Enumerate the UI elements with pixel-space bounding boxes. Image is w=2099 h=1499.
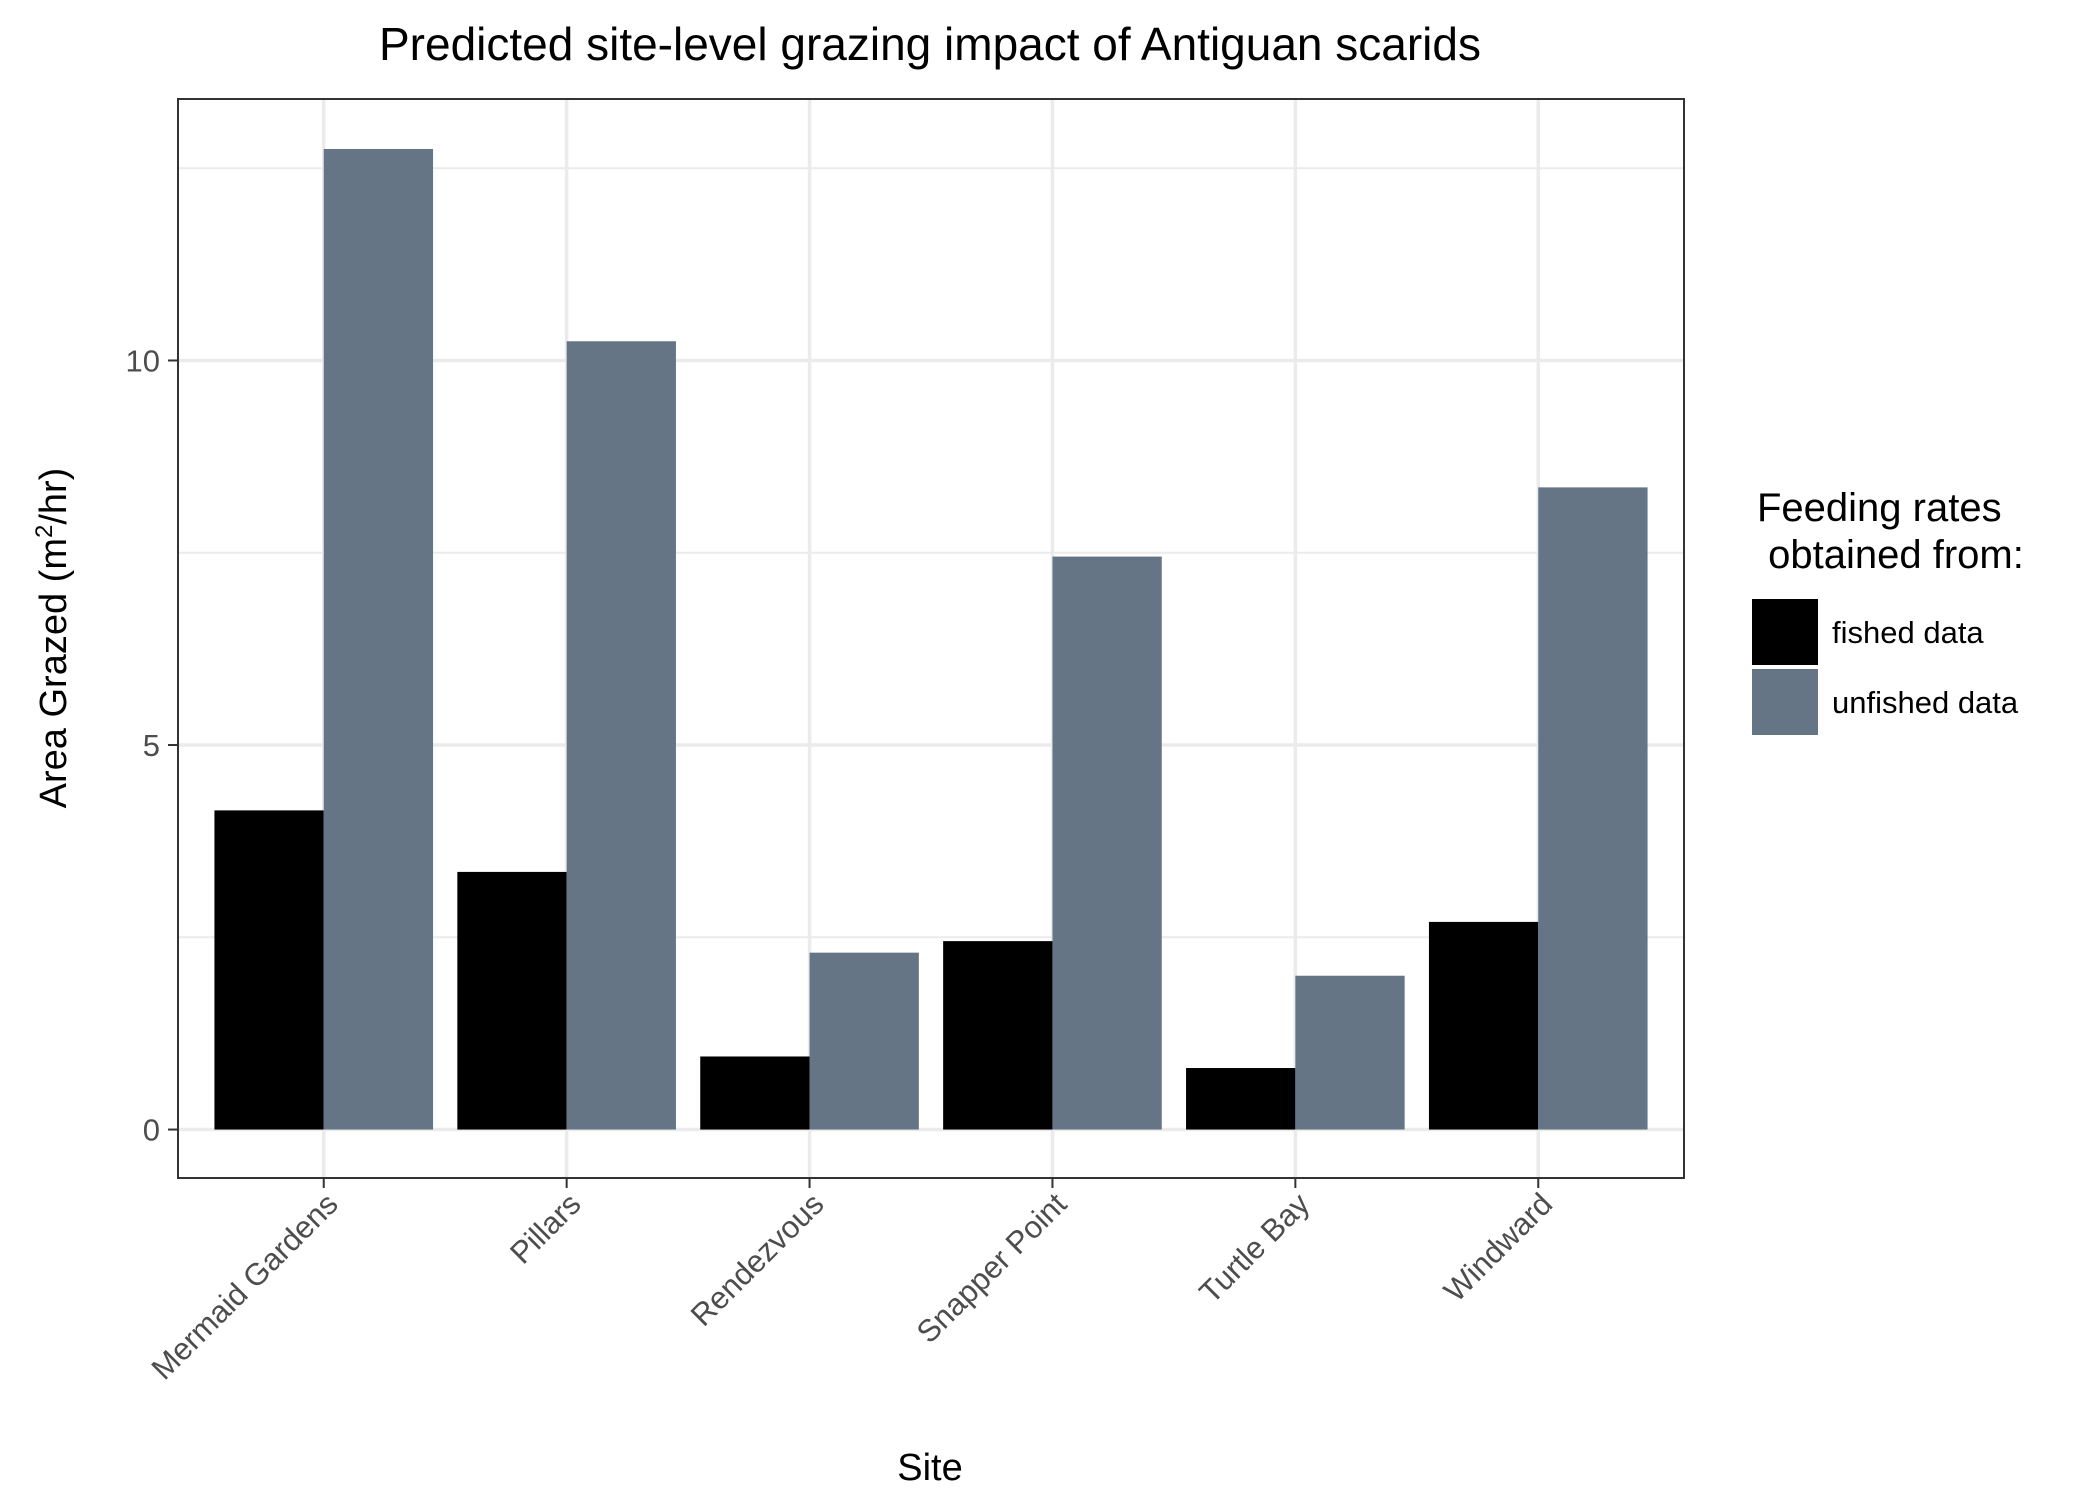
y-axis-title: Area Grazed (m2/hr) — [31, 468, 75, 809]
legend-title-line2: obtained from: — [1757, 533, 2024, 577]
legend-key — [1752, 669, 1818, 735]
bar — [457, 871, 567, 1130]
bar — [700, 1056, 810, 1130]
legend: Feeding rates obtained from: fished data… — [1752, 486, 2024, 735]
y-tick-label: 0 — [143, 1113, 160, 1148]
y-tick-label: 5 — [143, 728, 160, 763]
bar — [1186, 1068, 1296, 1130]
bar — [943, 941, 1053, 1130]
bar — [1295, 975, 1405, 1130]
chart-title: Predicted site-level grazing impact of A… — [379, 18, 1481, 70]
y-tick-label: 10 — [126, 343, 160, 378]
panel-border — [177, 98, 1685, 1179]
bar — [214, 810, 324, 1130]
legend-items: fished data unfished data — [1752, 599, 2019, 735]
y-axis-title-superscript: 2 — [31, 525, 58, 538]
bar — [1538, 487, 1648, 1130]
bar — [809, 952, 919, 1130]
bars — [214, 148, 1648, 1130]
legend-label: fished data — [1832, 615, 1984, 650]
bar — [323, 148, 434, 1130]
legend-key — [1752, 599, 1818, 665]
legend-title-line1: Feeding rates — [1757, 486, 2002, 530]
legend-label: unfished data — [1832, 685, 2019, 720]
bar — [566, 341, 676, 1130]
y-axis-title-tail: /hr) — [33, 468, 75, 525]
y-axis-ticks: 0 5 10 — [126, 343, 178, 1148]
y-axis-title-main: Area Grazed (m — [33, 538, 75, 808]
bar — [1052, 556, 1162, 1130]
x-axis-title: Site — [897, 1447, 962, 1489]
bar — [1428, 921, 1539, 1130]
